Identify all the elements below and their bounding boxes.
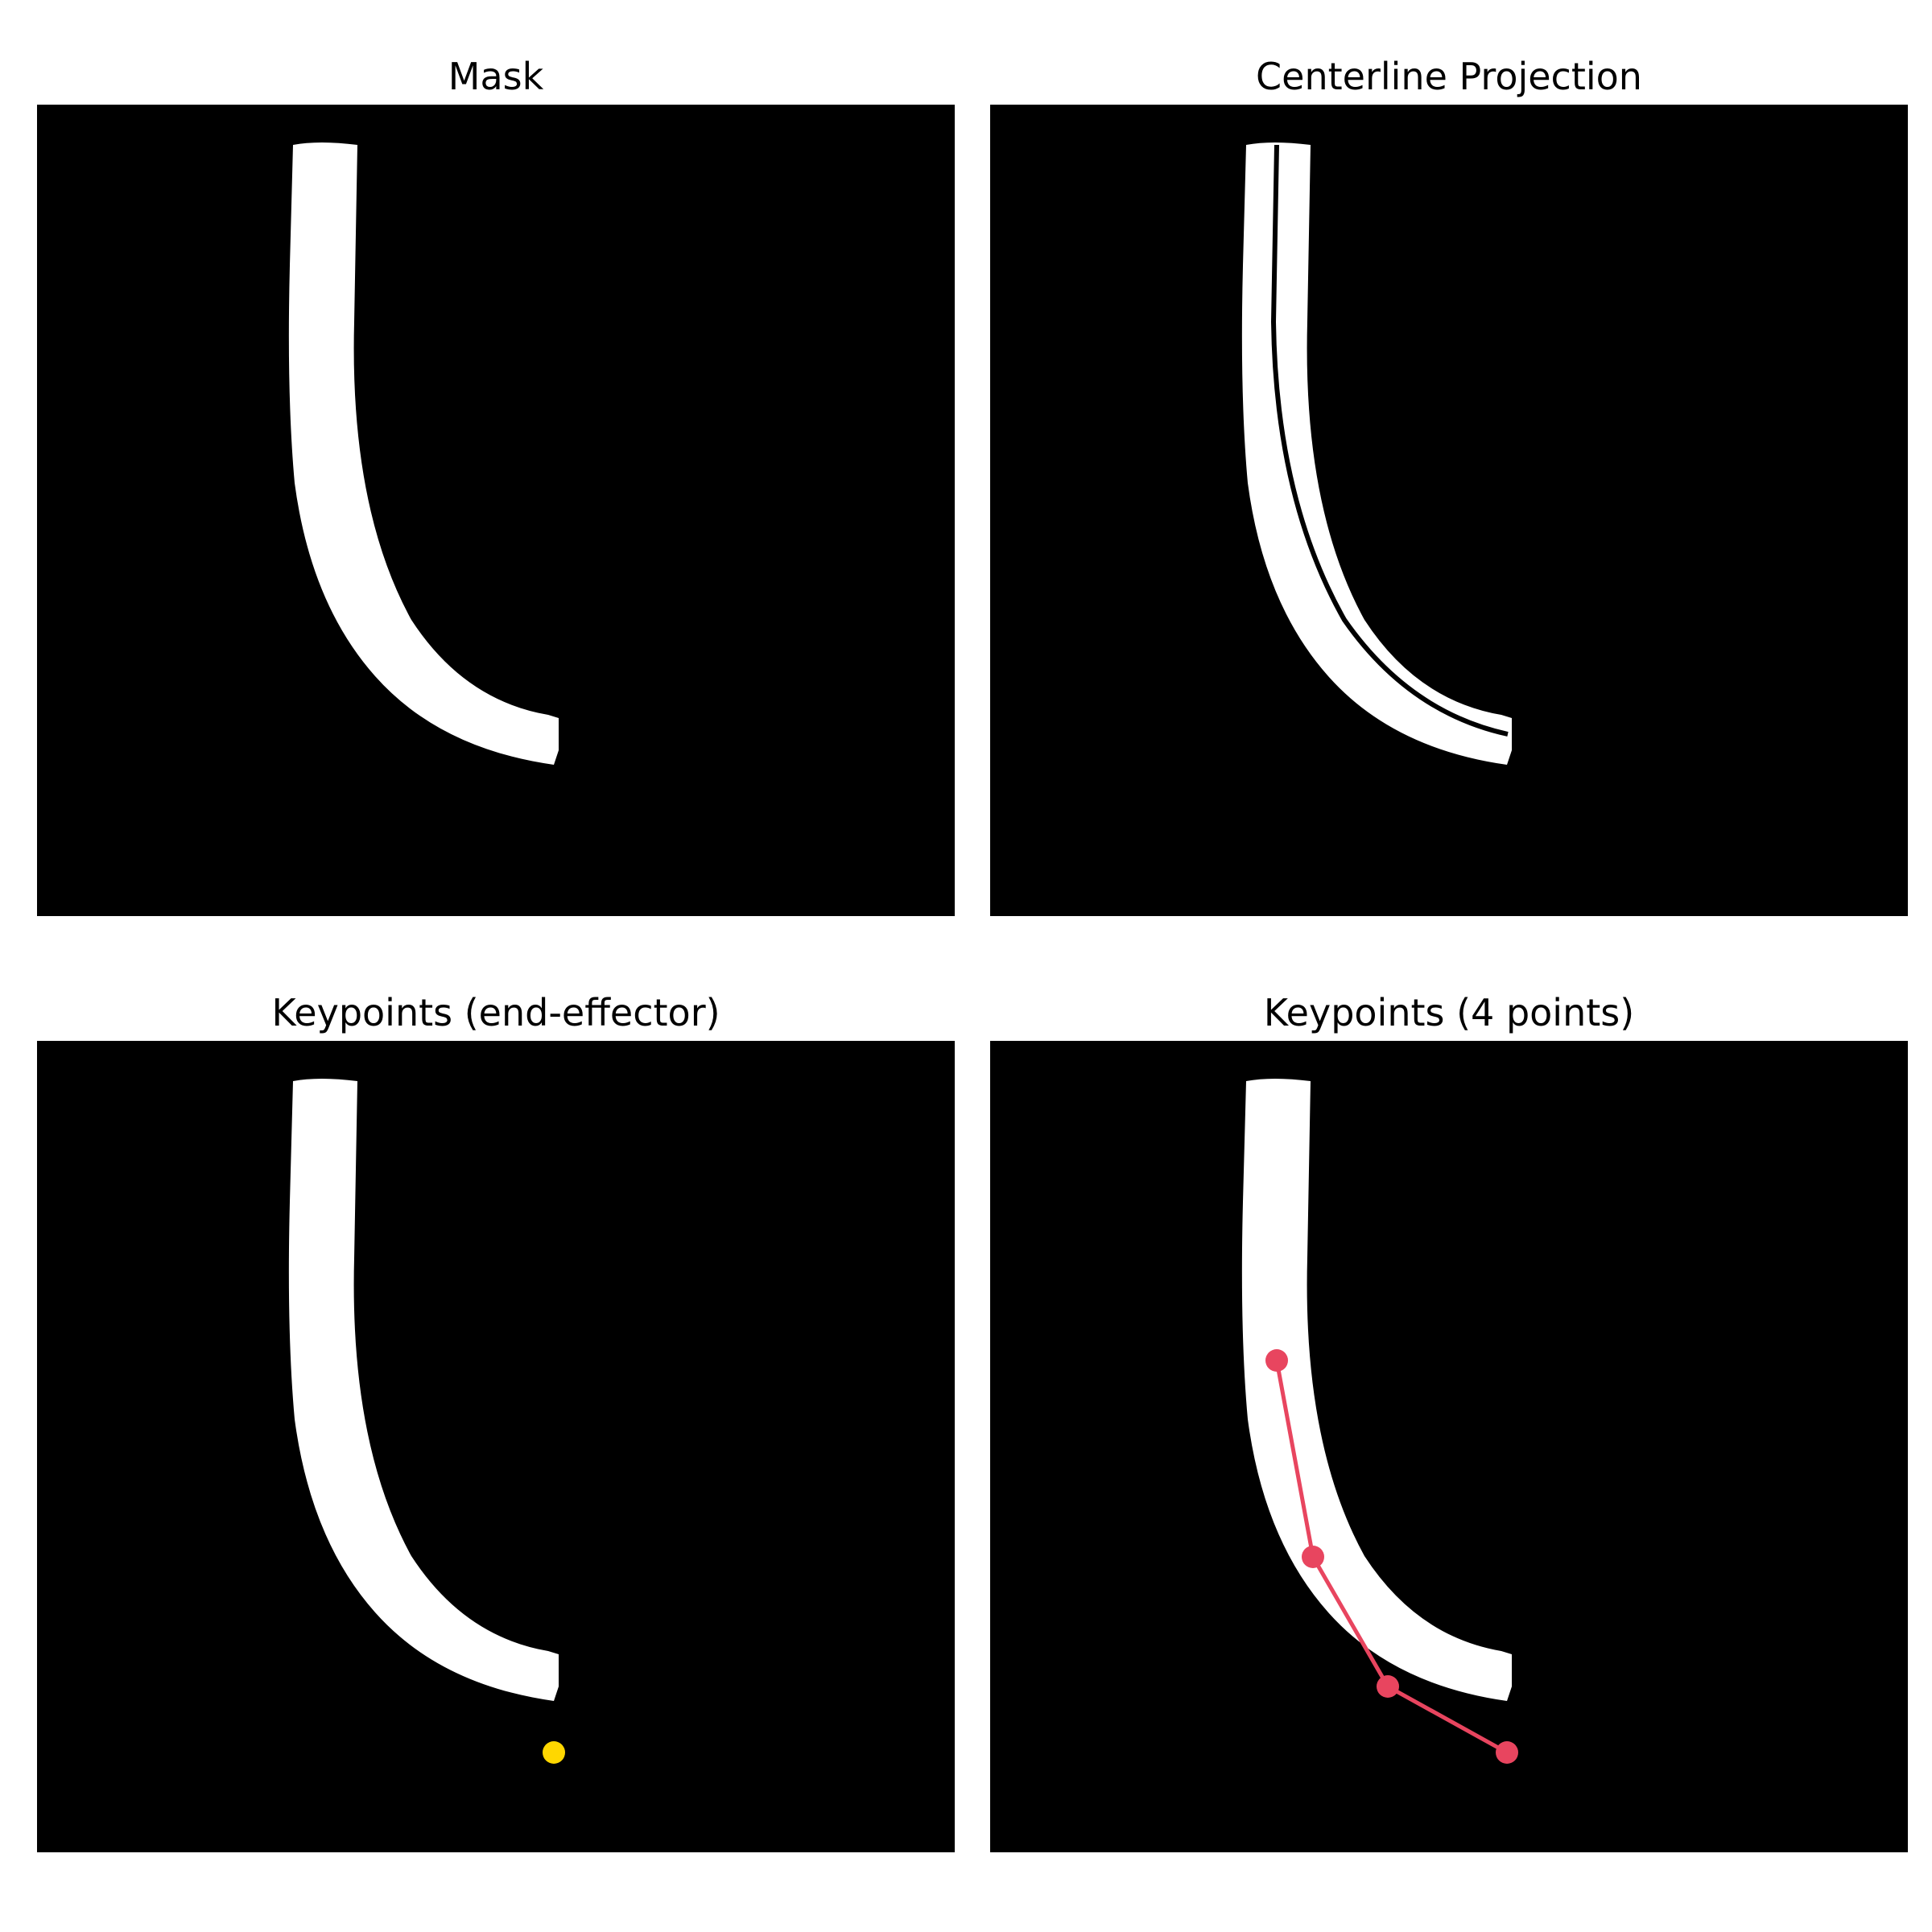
red-dot-icon xyxy=(1265,1349,1288,1372)
keypoint-connector xyxy=(1274,1360,1509,1755)
centerline-image xyxy=(990,105,1908,916)
red-dot-icon xyxy=(1377,1675,1399,1698)
end-effector-image xyxy=(37,1041,955,1852)
mask-image xyxy=(37,105,955,916)
keypoints-image xyxy=(990,1041,1908,1852)
panel-title: Keypoints (4 points) xyxy=(1263,991,1635,1034)
red-dot-icon xyxy=(1302,1546,1324,1568)
red-dot-icon xyxy=(1496,1741,1518,1764)
yellow-dot-icon xyxy=(543,1741,565,1764)
mask-shape xyxy=(288,142,559,765)
panel-title: Centerline Projection xyxy=(1256,55,1642,98)
mask-shape xyxy=(288,1079,559,1701)
panel-title: Keypoints (end-effector) xyxy=(271,991,720,1034)
mask-shape xyxy=(1241,142,1512,765)
centerline xyxy=(1270,144,1509,737)
panel-title: Mask xyxy=(448,55,544,98)
